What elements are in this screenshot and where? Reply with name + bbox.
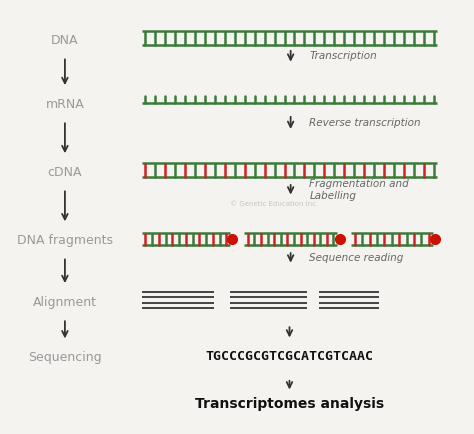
Text: mRNA: mRNA: [46, 98, 84, 111]
Text: Sequence reading: Sequence reading: [309, 253, 404, 263]
Text: DNA fragments: DNA fragments: [17, 234, 113, 247]
Text: Transcription: Transcription: [309, 51, 377, 61]
Text: Fragmentation and
Labelling: Fragmentation and Labelling: [309, 178, 409, 201]
Text: © Genetic Education Inc.: © Genetic Education Inc.: [230, 201, 319, 207]
Text: cDNA: cDNA: [48, 166, 82, 179]
Text: TGCCCGCGTCGCATCGTCAAC: TGCCCGCGTCGCATCGTCAAC: [206, 350, 374, 363]
Text: Transcriptomes analysis: Transcriptomes analysis: [195, 397, 384, 411]
Text: DNA: DNA: [51, 34, 79, 47]
Text: Reverse transcription: Reverse transcription: [309, 118, 421, 128]
Text: Alignment: Alignment: [33, 296, 97, 309]
Text: Sequencing: Sequencing: [28, 351, 102, 364]
